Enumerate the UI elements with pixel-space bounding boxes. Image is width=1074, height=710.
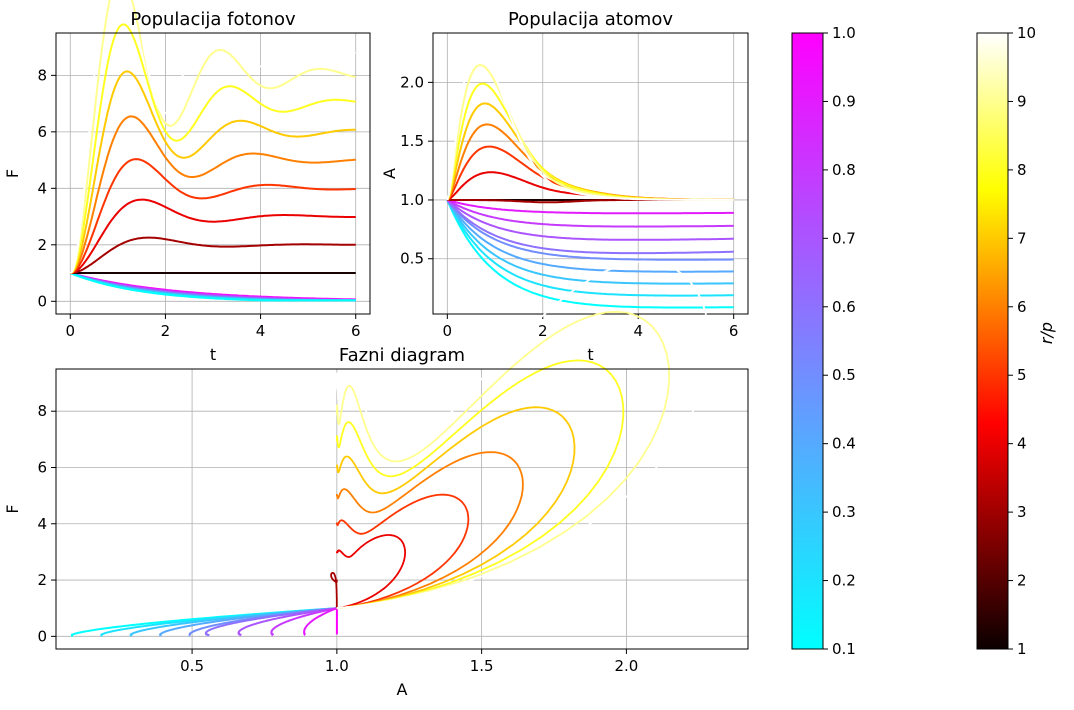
phase-tick-label-x: 1.0 <box>325 657 349 675</box>
colorbar-hot-tick-label: 3 <box>1017 503 1027 521</box>
colorbar-cool-tick-label: 0.3 <box>832 503 856 521</box>
colorbar-cool-tick-label: 0.8 <box>832 161 856 179</box>
colorbar-cool-tick-label: 0.9 <box>832 92 856 110</box>
atoms-tick-label-y: 1.5 <box>400 132 424 150</box>
phase-ylabel: F <box>3 504 22 513</box>
colorbar-cool-tick-label: 0.6 <box>832 298 856 316</box>
photons-tick-label-y: 2 <box>37 236 47 254</box>
photons-xlabel: t <box>210 345 216 364</box>
colorbar-cool-tick-label: 0.7 <box>832 229 856 247</box>
atoms-tick-label-x: 4 <box>633 322 643 340</box>
atoms-tick-label-x: 0 <box>443 322 453 340</box>
phase-tick-label-x: 2.0 <box>614 657 638 675</box>
phase-tick-label-y: 6 <box>37 458 47 476</box>
phase-tick-label-x: 1.5 <box>470 657 494 675</box>
colorbar-hot-label: r/p <box>1037 322 1056 344</box>
photons-ylabel: F <box>3 169 22 178</box>
phase-title: Fazni diagram <box>339 345 465 366</box>
photons-tick-label-y: 0 <box>37 292 47 310</box>
phase-tick-label-y: 0 <box>37 627 47 645</box>
colorbar-cool-tick-label: 0.5 <box>832 366 856 384</box>
colorbar-hot <box>977 33 1008 649</box>
colorbar-hot-tick-label: 7 <box>1017 229 1027 247</box>
colorbar-hot-tick-label: 9 <box>1017 92 1027 110</box>
colorbar-hot-tick-label: 4 <box>1017 435 1027 453</box>
phase-tick-label-y: 2 <box>37 571 47 589</box>
colorbar-cool-tick-label: 0.4 <box>832 435 856 453</box>
atoms-tick-label-y: 1.0 <box>400 191 424 209</box>
photons-tick-label-y: 8 <box>37 66 47 84</box>
colorbar-cool <box>792 33 823 649</box>
atoms-tick-label-x: 6 <box>729 322 739 340</box>
colorbar-hot-tick-label: 8 <box>1017 161 1027 179</box>
photons-title: Populacija fotonov <box>130 9 296 30</box>
phase-tick-label-x: 0.5 <box>180 657 204 675</box>
photons-tick-label-y: 6 <box>37 123 47 141</box>
colorbar-hot-tick-label: 5 <box>1017 366 1027 384</box>
colorbar-cool-tick-label: 0.2 <box>832 572 856 590</box>
colorbar-hot-tick-label: 10 <box>1017 24 1036 42</box>
colorbar-cool-tick-label: 1.0 <box>832 24 856 42</box>
photons-tick-label-x: 6 <box>351 322 361 340</box>
atoms-ylabel: A <box>380 168 399 179</box>
colorbar-cool-tick-label: 0.1 <box>832 640 856 658</box>
atoms-tick-label-y: 0.5 <box>400 250 424 268</box>
photons-tick-label-x: 2 <box>161 322 171 340</box>
colorbar-hot-tick-label: 6 <box>1017 298 1027 316</box>
colorbar-hot-tick-label: 2 <box>1017 572 1027 590</box>
phase-tick-label-y: 8 <box>37 402 47 420</box>
phase-xlabel: A <box>397 680 408 699</box>
atoms-title: Populacija atomov <box>508 9 673 30</box>
photons-tick-label-x: 4 <box>256 322 266 340</box>
photons-tick-label-x: 0 <box>65 322 75 340</box>
photons-tick-label-y: 4 <box>37 179 47 197</box>
atoms-tick-label-x: 2 <box>538 322 548 340</box>
colorbar-hot-tick-label: 1 <box>1017 640 1027 658</box>
atoms-tick-label-y: 2.0 <box>400 73 424 91</box>
phase-tick-label-y: 4 <box>37 515 47 533</box>
